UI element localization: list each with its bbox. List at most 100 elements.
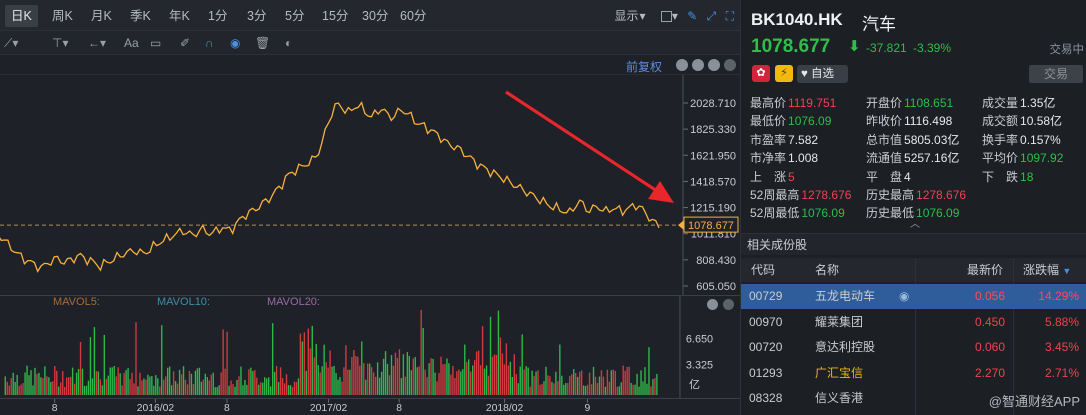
volume-bar <box>487 375 490 396</box>
volume-bar <box>303 332 306 396</box>
col-name[interactable]: 名称 <box>815 263 840 277</box>
table-row[interactable]: 00729 五龙电动车 0.056 14.29% ◉ <box>741 284 1086 309</box>
volume-bar <box>418 366 420 396</box>
row-name: 五龙电动车 <box>815 289 876 303</box>
stat-value: 1278.676 <box>916 188 967 202</box>
volume-bar <box>87 380 90 396</box>
volume-bar <box>238 376 240 396</box>
period-bar: 日K 周K 月K 季K 年K 1分 3分 5分 15分 30分 60分 显示▾ … <box>0 0 740 31</box>
volume-bar <box>473 360 476 396</box>
volume-bar <box>606 369 609 396</box>
price-adjust-link[interactable]: 前复权 <box>625 60 662 74</box>
zoom-out-icon[interactable] <box>708 59 720 71</box>
stat-item: 昨收价 1116.498 <box>866 113 952 129</box>
price-change-pct: -3.39% <box>913 41 952 55</box>
text-tool-icon[interactable]: Aa <box>124 36 139 50</box>
arrow-tool-icon[interactable]: ←▾ <box>88 36 107 50</box>
add-watchlist-button[interactable]: ♥ 自选 <box>797 65 848 83</box>
stat-value: 18 <box>1020 169 1034 184</box>
period-3min[interactable]: 3分 <box>247 9 267 23</box>
volume-bar <box>143 378 145 396</box>
table-row[interactable]: 08328 信义香港 <box>741 386 1086 411</box>
period-60min[interactable]: 60分 <box>400 9 427 23</box>
volume-bar <box>491 356 494 396</box>
settings-icon[interactable] <box>724 59 736 71</box>
layout-toggle-icon[interactable]: ▾ <box>655 5 678 27</box>
trade-button[interactable]: 交易 <box>1029 65 1083 83</box>
stat-label: 52周最低 <box>750 206 800 221</box>
stat-value: 10.58亿 <box>1020 114 1063 129</box>
volume-bar <box>452 365 454 396</box>
col-code[interactable]: 代码 <box>751 263 776 277</box>
period-1min[interactable]: 1分 <box>208 9 228 23</box>
period-15min[interactable]: 15分 <box>322 9 349 23</box>
table-row[interactable]: 00970 耀莱集团 0.450 5.88% <box>741 310 1086 335</box>
zoom-in-icon[interactable] <box>692 59 704 71</box>
y-tick-label: 605.050 <box>696 281 736 293</box>
volume-bar <box>402 354 405 396</box>
volume-bar <box>372 372 375 396</box>
volume-bar <box>622 365 624 396</box>
period-year[interactable]: 年K <box>169 9 190 23</box>
volume-bar <box>297 378 300 396</box>
period-month[interactable]: 月K <box>91 9 112 23</box>
undo-icon[interactable] <box>676 59 688 71</box>
col-price[interactable]: 最新价 <box>967 263 1004 277</box>
volume-bar <box>624 370 626 396</box>
volume-bar <box>543 381 545 396</box>
period-5min[interactable]: 5分 <box>285 9 305 23</box>
stat-label: 历史最高 <box>866 188 915 202</box>
period-day[interactable]: 日K <box>5 5 38 27</box>
period-quarter[interactable]: 季K <box>130 9 151 23</box>
display-tools: 显示▾ ▾ ✎ ⤢ ⛶ <box>602 5 734 27</box>
volume-bar <box>161 325 163 396</box>
stat-label: 总市值 <box>866 132 903 147</box>
row-price: 2.270 <box>974 365 1005 380</box>
volume-bar <box>291 387 294 396</box>
stat-item: 成交额 10.58亿 <box>982 113 1062 129</box>
volume-bar <box>337 379 339 396</box>
flash-icon[interactable]: ⚡ <box>775 65 793 82</box>
display-menu[interactable]: 显示▾ <box>608 5 645 27</box>
volume-settings-icon[interactable] <box>723 299 734 310</box>
volume-chart[interactable]: 6.650 3.325 <box>0 295 740 398</box>
volume-bar <box>523 369 525 396</box>
row-eye-icon[interactable]: ◉ <box>899 289 910 303</box>
volume-bar <box>620 382 622 396</box>
vertical-line-tool-icon[interactable]: ⊤▾ <box>52 36 69 50</box>
table-row[interactable]: 01293 广汇宝信 2.270 2.71% <box>741 361 1086 386</box>
magnet-icon[interactable]: ∩ <box>205 36 214 50</box>
toggle-icon[interactable]: ◐ <box>285 36 293 50</box>
close-volume-icon[interactable] <box>707 299 718 310</box>
price-chart[interactable]: 2028.710 1825.330 1621.950 1418.570 1215.190… <box>0 75 740 295</box>
volume-bar <box>64 386 66 396</box>
eraser-icon[interactable]: ✐ <box>180 36 191 50</box>
eye-icon[interactable]: ◉ <box>230 36 241 50</box>
col-pct[interactable]: 涨跌幅 ▼ <box>1023 263 1072 277</box>
stat-label: 上 涨 <box>750 169 787 184</box>
stat-label: 流通值 <box>866 151 903 166</box>
line-tool-icon[interactable]: ⟋▾ <box>4 36 19 50</box>
rect-tool-icon[interactable]: ▭ <box>150 36 162 50</box>
volume-bar <box>539 384 541 396</box>
table-row[interactable]: 00720 意达利控股 0.060 3.45% <box>741 335 1086 360</box>
trash-icon[interactable]: 🗑 <box>255 36 271 50</box>
volume-bar <box>196 368 199 396</box>
fullscreen-icon[interactable]: ⛶ <box>725 9 734 23</box>
volume-bar <box>442 364 444 396</box>
expand-icon[interactable]: ⤢ <box>706 9 717 23</box>
stat-value: 7.582 <box>788 132 819 147</box>
period-week[interactable]: 周K <box>52 9 73 23</box>
collapse-chevron-icon[interactable]: ︿ <box>910 219 920 230</box>
volume-bar <box>65 377 68 396</box>
period-30min[interactable]: 30分 <box>362 9 389 23</box>
volume-bar <box>608 381 611 396</box>
draw-pen-icon[interactable]: ✎ <box>687 9 698 23</box>
stat-item: 历史最低 1076.09 <box>866 205 959 221</box>
volume-bar <box>426 377 428 396</box>
volume-bar <box>210 374 212 396</box>
stat-value: 1108.651 <box>904 96 954 110</box>
volume-bar <box>111 367 113 396</box>
volume-bar <box>489 316 492 396</box>
volume-bar <box>642 381 644 396</box>
